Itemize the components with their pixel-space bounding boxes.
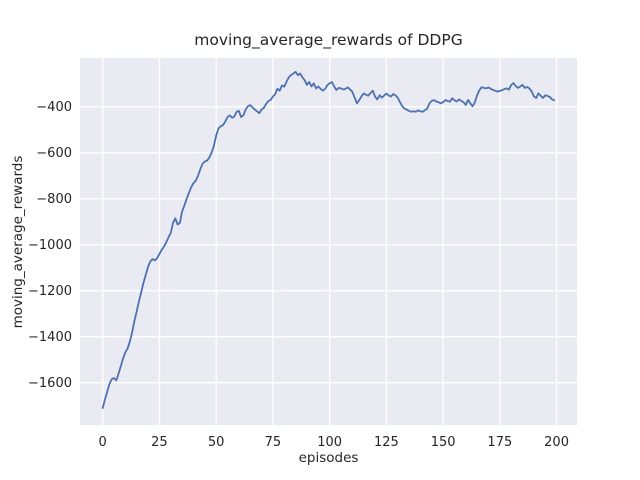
x-tick-label: 175: [487, 435, 512, 450]
x-tick-label: 25: [151, 435, 168, 450]
plot-area: [80, 58, 577, 425]
x-axis-label: episodes: [298, 450, 359, 466]
y-tick-label: −1400: [28, 330, 72, 345]
x-tick-label: 125: [374, 435, 399, 450]
y-tick-label: −1000: [28, 238, 72, 253]
y-tick-label: −1200: [28, 284, 72, 299]
y-tick-label: −1600: [28, 376, 72, 391]
x-tick-label: 75: [265, 435, 282, 450]
x-tick-label: 150: [431, 435, 456, 450]
y-tick-label: −800: [36, 192, 72, 207]
x-tick-label: 200: [544, 435, 569, 450]
x-tick-label: 100: [317, 435, 342, 450]
data-line: [101, 70, 556, 409]
y-axis-label: moving_average_rewards: [10, 155, 26, 329]
x-tick-label: 50: [208, 435, 225, 450]
x-tick-label: 0: [99, 435, 107, 450]
y-tick-label: −600: [36, 146, 72, 161]
y-tick-label: −400: [36, 100, 72, 115]
chart-title: moving_average_rewards of DDPG: [194, 31, 463, 49]
